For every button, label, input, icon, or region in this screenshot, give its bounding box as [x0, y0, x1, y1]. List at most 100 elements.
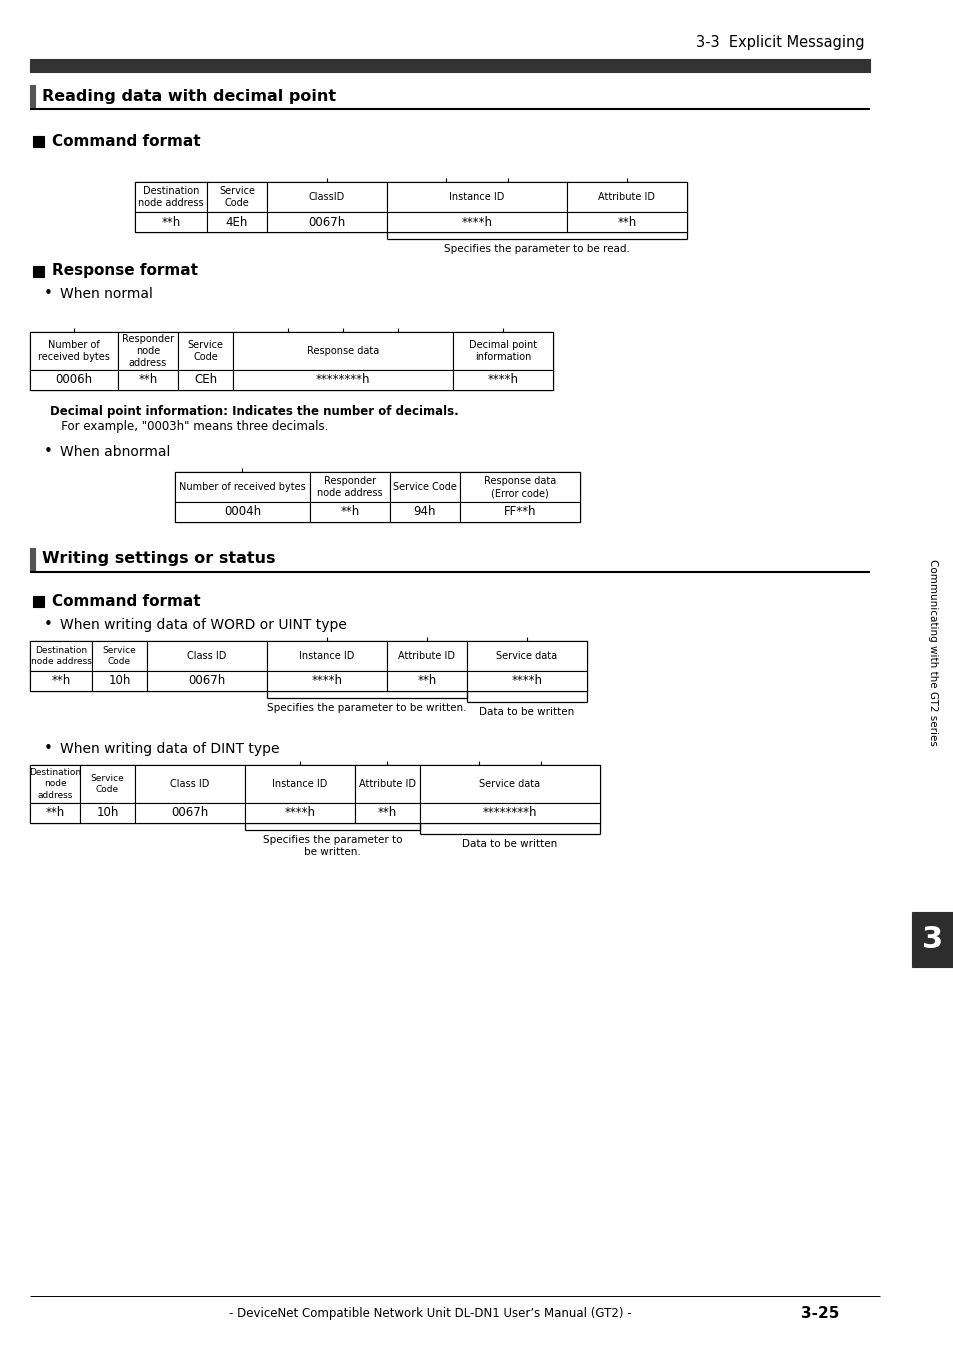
- Text: Class ID: Class ID: [171, 779, 210, 790]
- Bar: [453, 370, 553, 389]
- Text: 0067h: 0067h: [308, 215, 345, 228]
- Bar: [80, 803, 135, 823]
- Text: Attribute ID: Attribute ID: [358, 779, 416, 790]
- Text: When writing data of DINT type: When writing data of DINT type: [60, 742, 279, 756]
- Bar: [390, 502, 459, 522]
- Bar: [387, 183, 566, 212]
- Bar: [135, 183, 686, 233]
- Text: Reading data with decimal point: Reading data with decimal point: [42, 88, 335, 104]
- Text: 3: 3: [922, 925, 943, 955]
- Text: **h: **h: [46, 807, 65, 819]
- Text: Writing settings or status: Writing settings or status: [42, 552, 275, 566]
- Text: Service Code: Service Code: [393, 483, 456, 492]
- Text: •: •: [44, 618, 52, 633]
- Bar: [178, 333, 233, 370]
- Text: FF**h: FF**h: [503, 506, 536, 519]
- Text: Service
Code: Service Code: [188, 339, 223, 362]
- Bar: [30, 641, 91, 671]
- Bar: [233, 333, 453, 370]
- Bar: [245, 803, 355, 823]
- Text: Destination
node address: Destination node address: [138, 185, 204, 208]
- Bar: [174, 502, 310, 522]
- Text: Decimal point information: Indicates the number of decimals.: Decimal point information: Indicates the…: [50, 406, 458, 418]
- Bar: [387, 641, 467, 671]
- Text: Number of received bytes: Number of received bytes: [179, 483, 306, 492]
- Bar: [390, 472, 459, 502]
- Bar: [30, 765, 80, 803]
- Bar: [387, 671, 467, 691]
- Bar: [30, 803, 80, 823]
- Bar: [419, 765, 599, 803]
- Bar: [135, 803, 245, 823]
- Text: **h: **h: [51, 675, 71, 688]
- Bar: [310, 472, 390, 502]
- Text: •: •: [44, 445, 52, 460]
- Text: ********h: ********h: [315, 373, 370, 387]
- Bar: [566, 212, 686, 233]
- Text: Data to be written: Data to be written: [478, 707, 574, 717]
- Text: Command format: Command format: [52, 594, 200, 608]
- Bar: [147, 671, 267, 691]
- Text: CEh: CEh: [193, 373, 217, 387]
- Bar: [419, 803, 599, 823]
- Text: Service
Code: Service Code: [103, 646, 136, 667]
- Text: - DeviceNet Compatible Network Unit DL-DN1 User’s Manual (GT2) -: - DeviceNet Compatible Network Unit DL-D…: [229, 1307, 631, 1321]
- Bar: [207, 212, 267, 233]
- Text: 0067h: 0067h: [172, 807, 209, 819]
- Text: Service data: Service data: [496, 652, 557, 661]
- Text: Response format: Response format: [52, 264, 198, 279]
- Bar: [467, 641, 586, 671]
- Text: When writing data of WORD or UINT type: When writing data of WORD or UINT type: [60, 618, 347, 631]
- Bar: [387, 212, 566, 233]
- Bar: [135, 183, 207, 212]
- Text: **h: **h: [340, 506, 359, 519]
- Bar: [911, 913, 953, 967]
- Text: Attribute ID: Attribute ID: [598, 192, 655, 201]
- Text: ****h: ****h: [511, 675, 542, 688]
- Text: Specifies the parameter to
be written.: Specifies the parameter to be written.: [262, 836, 402, 857]
- Bar: [91, 671, 147, 691]
- Text: •: •: [44, 287, 52, 301]
- Bar: [267, 671, 387, 691]
- Text: 3-3  Explicit Messaging: 3-3 Explicit Messaging: [696, 35, 864, 50]
- Text: Specifies the parameter to be read.: Specifies the parameter to be read.: [443, 243, 629, 254]
- Bar: [30, 641, 586, 691]
- Text: Service
Code: Service Code: [219, 185, 254, 208]
- Bar: [178, 370, 233, 389]
- Bar: [459, 472, 579, 502]
- Text: Attribute ID: Attribute ID: [398, 652, 455, 661]
- Bar: [33, 266, 44, 277]
- Text: Responder
node address: Responder node address: [316, 476, 382, 498]
- Text: 94h: 94h: [414, 506, 436, 519]
- Bar: [30, 333, 553, 389]
- Text: **h: **h: [377, 807, 396, 819]
- Text: 10h: 10h: [96, 807, 118, 819]
- Bar: [33, 137, 44, 147]
- Text: ****h: ****h: [312, 675, 342, 688]
- Bar: [459, 502, 579, 522]
- Text: 0006h: 0006h: [55, 373, 92, 387]
- Text: When abnormal: When abnormal: [60, 445, 171, 458]
- Bar: [566, 183, 686, 212]
- Bar: [30, 333, 118, 370]
- Bar: [33, 596, 44, 607]
- Bar: [467, 671, 586, 691]
- Text: Destination
node address: Destination node address: [30, 646, 91, 667]
- Text: ClassID: ClassID: [309, 192, 345, 201]
- Text: Communicating with the GT2 series: Communicating with the GT2 series: [927, 558, 937, 745]
- Bar: [30, 85, 35, 107]
- Text: Destination
node
address: Destination node address: [29, 768, 81, 799]
- Text: Specifies the parameter to be written.: Specifies the parameter to be written.: [267, 703, 466, 713]
- Text: 4Eh: 4Eh: [226, 215, 248, 228]
- Text: Class ID: Class ID: [187, 652, 227, 661]
- Text: Service data: Service data: [479, 779, 540, 790]
- Bar: [118, 333, 178, 370]
- Bar: [80, 765, 135, 803]
- Text: **h: **h: [416, 675, 436, 688]
- Text: Instance ID: Instance ID: [299, 652, 355, 661]
- Bar: [267, 183, 387, 212]
- Text: Response data
(Error code): Response data (Error code): [483, 476, 556, 498]
- Bar: [118, 370, 178, 389]
- Text: ********h: ********h: [482, 807, 537, 819]
- Bar: [30, 370, 118, 389]
